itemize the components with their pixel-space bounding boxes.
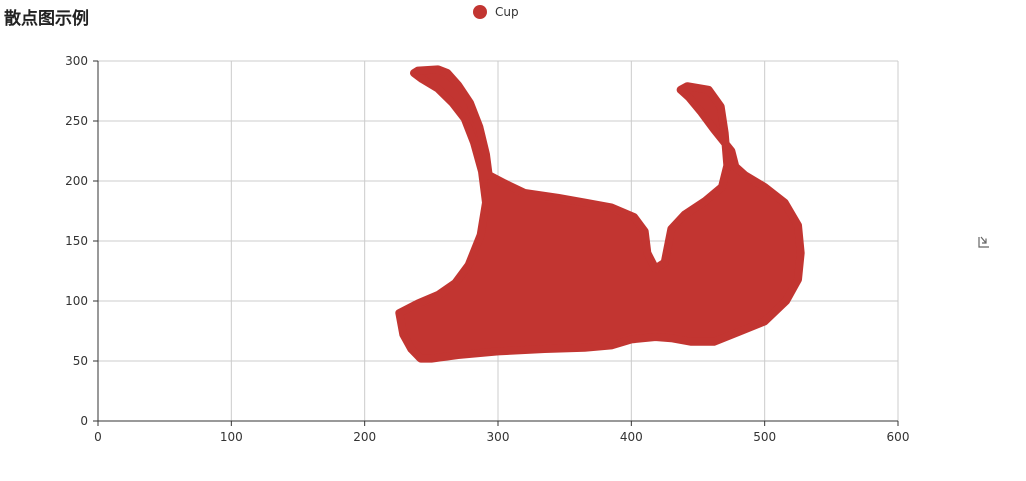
y-tick-label: 100	[65, 294, 88, 308]
y-tick-label: 150	[65, 234, 88, 248]
legend-item-cup[interactable]: Cup	[473, 5, 519, 19]
x-tick-label: 500	[753, 430, 776, 444]
x-tick-label: 0	[94, 430, 102, 444]
y-tick-label: 300	[65, 54, 88, 68]
x-tick-label: 300	[487, 430, 510, 444]
y-tick-label: 250	[65, 114, 88, 128]
x-tick-label: 100	[220, 430, 243, 444]
save-as-image-icon[interactable]	[976, 233, 992, 249]
axes: 0 100 200 300 400 500 600 0 50 100 150 200 250 300	[65, 54, 909, 444]
y-tick-label: 200	[65, 174, 88, 188]
series-cup	[395, 65, 805, 363]
x-tick-label: 400	[620, 430, 643, 444]
scatter-point-cloud	[395, 65, 805, 363]
y-tick-label: 0	[80, 414, 88, 428]
y-tick-label: 50	[73, 354, 88, 368]
chart-title: 散点图示例	[4, 9, 89, 29]
x-tick-label: 200	[353, 430, 376, 444]
legend-label: Cup	[495, 5, 519, 19]
x-tick-label: 600	[887, 430, 910, 444]
legend-swatch	[473, 5, 487, 19]
